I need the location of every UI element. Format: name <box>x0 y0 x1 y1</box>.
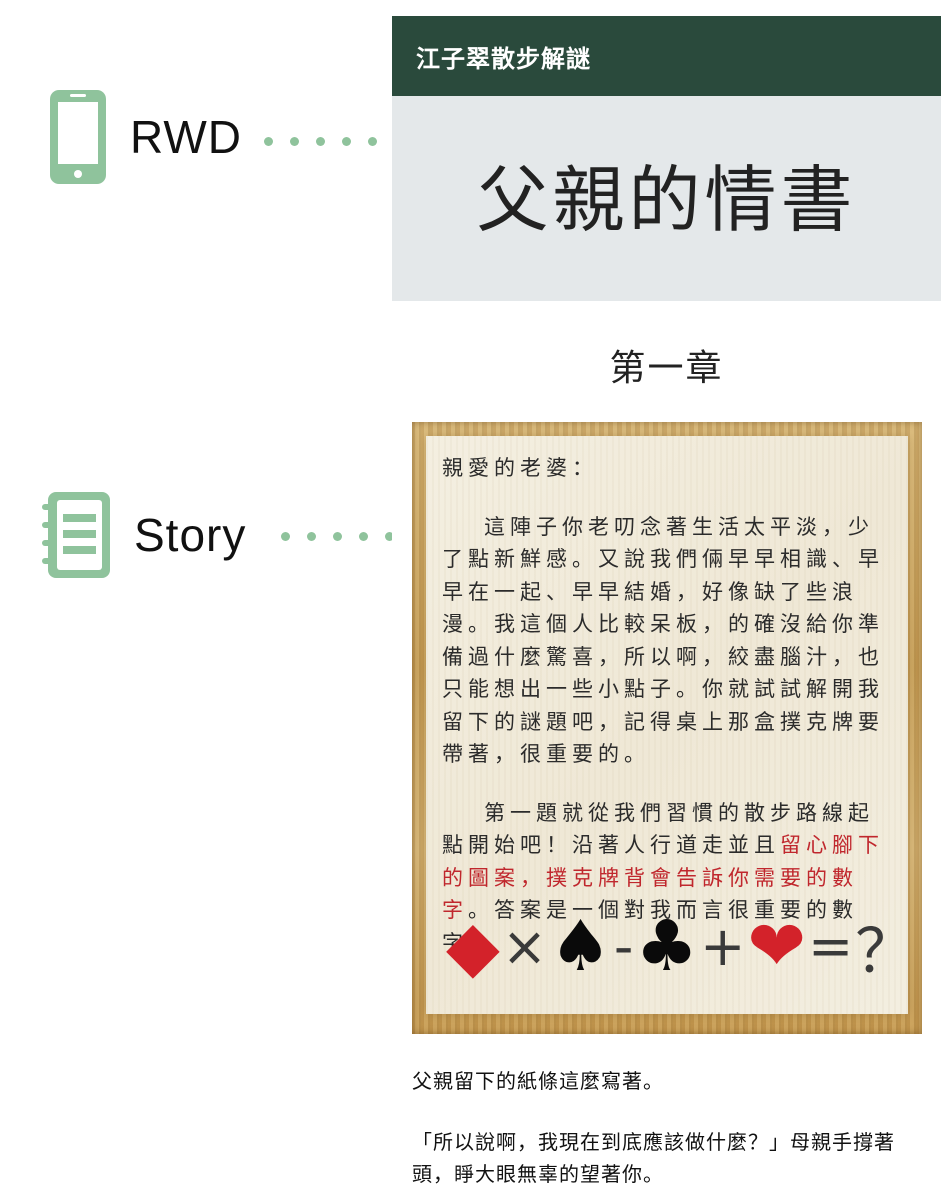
rwd-label: RWD <box>130 111 243 163</box>
diamond-icon: ◆ <box>446 905 500 987</box>
letter-paragraph-2-end: 。答案是一個對我而言很重要的數字。 <box>442 898 858 955</box>
equals-sign: = <box>808 914 854 978</box>
story-paragraph-1: 父親留下的紙條這麼寫著。 <box>412 1069 664 1093</box>
heart-icon: ❤ <box>747 905 807 987</box>
plus-sign: + <box>700 914 746 978</box>
letter-greeting: 親愛的老婆： <box>442 456 598 480</box>
times-sign: × <box>501 914 548 978</box>
app-header: 江子翠散步解謎 <box>392 16 941 96</box>
story-title: 父親的情書 <box>476 158 857 242</box>
story-paragraph-2: 「所以說啊，我現在到底應該做什麼？」母親手撐著頭，睜大眼無辜的望著你。 <box>412 1130 895 1186</box>
question-mark: ？ <box>855 916 916 987</box>
rwd-annotation: RWD <box>48 88 242 186</box>
story-label: Story <box>134 509 247 561</box>
chapter-heading: 第一章 <box>609 348 724 389</box>
letter-paragraph-2: 第一題就從我們習慣的散步路線起點開始吧！沿著人行道走並且留心腳下的圖案，撲克牌背… <box>442 797 896 960</box>
mobile-app-screen: 江子翠散步解謎 父親的情書 第一章 親愛的老婆： 這陣子你老叨念著生活太平淡，少… <box>392 16 941 1204</box>
spade-icon: ♠ <box>549 905 612 987</box>
letter-paragraph-1: 這陣子你老叨念著生活太平淡，少了點新鮮感。又說我們倆早早相識、早早在一起、早早結… <box>442 514 884 767</box>
club-icon: ♣ <box>635 905 699 987</box>
puzzle-equation: ◆ × ♠ - ♣ + ❤ = ？ <box>446 905 915 987</box>
letter-image: 親愛的老婆： 這陣子你老叨念著生活太平淡，少了點新鮮感。又說我們倆早早相識、早早… <box>412 422 922 1034</box>
notebook-icon <box>42 492 110 578</box>
letter-text: 親愛的老婆： 這陣子你老叨念著生活太平淡，少了點新鮮感。又說我們倆早早相識、早早… <box>442 452 896 959</box>
story-annotation: Story <box>40 490 246 580</box>
minus-sign: - <box>613 914 634 978</box>
hero-banner: 父親的情書 <box>392 96 941 301</box>
letter-highlight: 留心腳下的圖案，撲克牌背會告訴你需要的數字 <box>442 833 884 922</box>
letter-paragraph-2-start: 第一題就從我們習慣的散步路線起點開始吧！沿著人行道走並且 <box>442 800 874 858</box>
letter-paper: 親愛的老婆： 這陣子你老叨念著生活太平淡，少了點新鮮感。又說我們倆早早相識、早早… <box>426 436 915 1014</box>
smartphone-icon <box>50 90 106 184</box>
app-title[interactable]: 江子翠散步解謎 <box>416 44 591 73</box>
